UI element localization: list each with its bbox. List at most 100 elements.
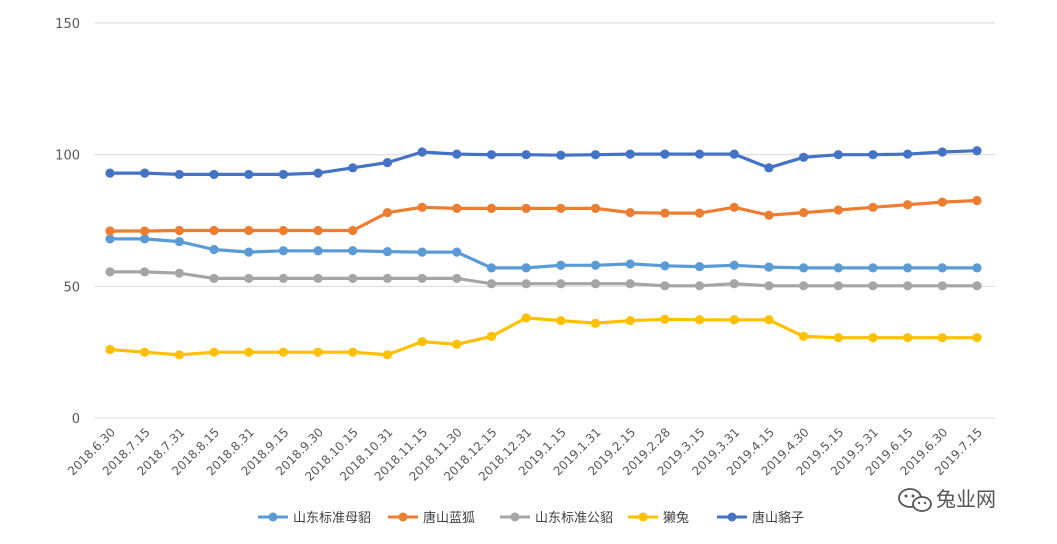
data-point (556, 315, 566, 326)
data-point (521, 150, 531, 160)
data-point (972, 195, 982, 206)
data-point (382, 208, 393, 218)
data-point (903, 200, 913, 210)
data-point (903, 281, 913, 291)
series-4 (105, 146, 982, 180)
data-point (833, 263, 843, 273)
data-point (937, 197, 947, 207)
legend-label: 唐山蓝狐 (423, 510, 475, 526)
series-line (110, 237, 977, 270)
legend-marker (268, 512, 278, 522)
data-point (174, 268, 184, 278)
legend-marker (398, 512, 408, 522)
data-point (452, 203, 462, 213)
data-point (590, 260, 601, 270)
legend-marker (727, 512, 737, 522)
wechat-icon (898, 488, 932, 512)
data-point (764, 262, 774, 272)
data-point (625, 149, 635, 159)
data-point (140, 347, 150, 357)
data-point (694, 315, 705, 325)
series-lines (105, 146, 982, 360)
series-line (110, 270, 977, 288)
data-point (903, 149, 913, 159)
data-point (521, 313, 531, 323)
data-point (382, 246, 393, 257)
data-point (590, 203, 601, 213)
data-point (313, 273, 323, 284)
data-point (694, 149, 705, 159)
data-point (348, 225, 358, 236)
legend-label: 山东标准母貂 (293, 511, 371, 526)
data-point (625, 315, 635, 326)
data-point (278, 347, 288, 357)
data-point (417, 247, 427, 257)
data-point (799, 281, 809, 291)
data-point (868, 333, 878, 343)
x-axis-ticks: 2018.6.302018.7.152018.7.312018.8.152018… (65, 425, 985, 483)
data-point (105, 344, 115, 355)
data-point (486, 263, 497, 273)
series-3 (105, 313, 982, 360)
watermark-text: 兔业网 (936, 487, 996, 511)
data-point (556, 150, 566, 160)
data-point (278, 273, 288, 284)
data-point (590, 150, 601, 160)
data-point (486, 203, 497, 213)
legend: 山东标准母貂 唐山蓝狐 山东标准公貂 獭兔 唐山貉子 (258, 510, 804, 526)
data-point (937, 281, 947, 291)
data-point (729, 260, 739, 270)
series-2 (105, 267, 982, 291)
data-point (556, 203, 566, 213)
data-point (313, 347, 323, 357)
data-point (348, 246, 358, 256)
data-point (417, 273, 427, 284)
data-point (764, 163, 774, 173)
data-point (209, 244, 219, 255)
data-point (105, 168, 115, 178)
data-point (694, 208, 705, 218)
data-point (799, 263, 809, 273)
data-point (209, 273, 219, 284)
data-point (417, 147, 427, 157)
data-point (868, 202, 878, 212)
data-point (105, 234, 115, 244)
data-point (937, 333, 947, 343)
data-point (174, 225, 184, 236)
data-point (903, 333, 913, 343)
data-point (660, 149, 670, 159)
data-point (625, 259, 635, 269)
data-point (348, 273, 358, 284)
data-point (972, 333, 982, 343)
series-line (110, 149, 978, 176)
y-tick-label: 150 (55, 17, 80, 32)
data-point (694, 281, 705, 291)
data-point (244, 169, 254, 180)
data-point (937, 147, 947, 157)
series-1 (105, 195, 982, 236)
data-point (278, 225, 288, 236)
data-point (244, 247, 254, 257)
data-point (486, 331, 497, 341)
data-point (174, 350, 184, 360)
legend-item: 唐山貉子 (717, 510, 804, 526)
data-point (972, 281, 982, 291)
data-point (382, 350, 393, 360)
data-point (209, 169, 219, 180)
data-point (140, 267, 150, 277)
data-point (521, 279, 531, 289)
data-point (660, 208, 670, 218)
data-point (452, 339, 462, 349)
data-point (556, 279, 566, 289)
data-point (140, 168, 150, 178)
data-point (764, 210, 774, 220)
data-point (313, 225, 323, 236)
data-point (348, 163, 358, 173)
y-tick-label: 0 (72, 412, 80, 427)
data-point (799, 208, 809, 218)
data-point (660, 314, 670, 324)
y-axis-ticks: 0 50 100 150 (55, 17, 80, 427)
data-point (729, 279, 739, 289)
data-point (382, 157, 393, 168)
data-point (174, 169, 184, 180)
